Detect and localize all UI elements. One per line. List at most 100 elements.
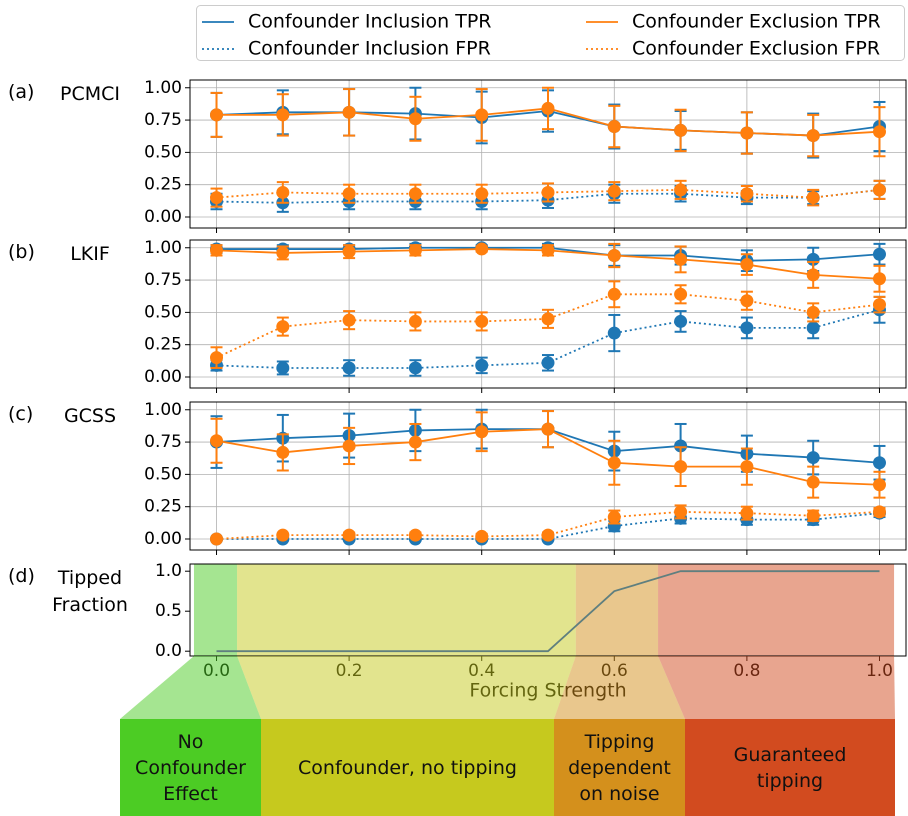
marker	[674, 460, 688, 474]
marker	[740, 506, 754, 520]
marker	[806, 475, 820, 489]
marker	[408, 187, 422, 201]
marker	[210, 434, 224, 448]
marker	[872, 125, 886, 139]
marker	[607, 510, 621, 524]
marker	[674, 287, 688, 301]
marker	[872, 183, 886, 197]
marker	[475, 529, 489, 543]
marker	[806, 509, 820, 523]
marker	[872, 247, 886, 261]
marker	[806, 191, 820, 205]
panel-label: (c)	[8, 403, 34, 425]
marker	[872, 298, 886, 312]
y-tick-label: 1.00	[144, 78, 182, 98]
marker	[408, 314, 422, 328]
marker	[674, 505, 688, 519]
marker	[475, 425, 489, 439]
marker	[607, 456, 621, 470]
marker	[607, 184, 621, 198]
marker	[210, 108, 224, 122]
marker	[872, 478, 886, 492]
marker	[408, 435, 422, 449]
y-tick-label: 0.50	[144, 142, 182, 162]
marker	[408, 243, 422, 257]
shaded-region	[575, 564, 659, 656]
panel-label: (a)	[8, 81, 35, 103]
marker	[872, 272, 886, 286]
marker	[541, 422, 555, 436]
span-connector	[237, 656, 576, 719]
y-tick-label: 1.00	[144, 400, 182, 420]
legend-frame	[196, 5, 905, 61]
marker	[607, 287, 621, 301]
marker	[475, 314, 489, 328]
y-tick-label: 0.25	[144, 335, 182, 355]
y-tick-label: 0.75	[144, 432, 182, 452]
panel-label: (d)	[8, 565, 35, 587]
panel-title: GCSS	[63, 405, 117, 427]
marker	[740, 294, 754, 308]
marker	[674, 183, 688, 197]
y-tick-label: 0.75	[144, 110, 182, 130]
marker	[342, 313, 356, 327]
region-box: Guaranteed tipping	[685, 719, 895, 816]
marker	[276, 108, 290, 122]
marker	[674, 439, 688, 453]
legend-label: Confounder Exclusion FPR	[632, 38, 880, 60]
legend-label: Confounder Inclusion FPR	[248, 38, 491, 60]
marker	[872, 456, 886, 470]
legend-label: Confounder Inclusion TPR	[248, 11, 492, 33]
marker	[607, 120, 621, 134]
marker	[276, 320, 290, 334]
panel-label: (b)	[8, 241, 35, 263]
shaded-region	[237, 564, 576, 656]
marker	[740, 460, 754, 474]
marker	[276, 445, 290, 459]
marker	[408, 528, 422, 542]
marker	[210, 532, 224, 546]
marker	[342, 245, 356, 259]
marker	[342, 187, 356, 201]
y-tick-label: 0.00	[144, 529, 182, 549]
series-line	[216, 570, 880, 653]
marker	[607, 249, 621, 263]
y-tick-label: 1.0	[155, 561, 182, 581]
marker	[342, 361, 356, 375]
marker	[806, 129, 820, 143]
y-tick-label: 0.00	[144, 207, 182, 227]
marker	[806, 321, 820, 335]
marker	[541, 243, 555, 257]
marker	[806, 305, 820, 319]
axes-frame	[189, 79, 907, 229]
y-tick-label: 0.00	[144, 367, 182, 387]
y-tick-label: 0.75	[144, 270, 182, 290]
marker	[740, 258, 754, 272]
region-box: Confounder, no tipping	[261, 719, 554, 816]
marker	[674, 314, 688, 328]
marker	[210, 351, 224, 365]
y-tick-label: 0.50	[144, 302, 182, 322]
marker	[408, 361, 422, 375]
marker	[276, 528, 290, 542]
y-tick-label: 0.25	[144, 175, 182, 195]
marker	[740, 126, 754, 140]
marker	[276, 361, 290, 375]
marker	[674, 123, 688, 137]
y-tick-label: 0.0	[155, 641, 182, 661]
marker	[607, 326, 621, 340]
marker	[872, 505, 886, 519]
marker	[806, 451, 820, 465]
marker	[541, 185, 555, 199]
marker	[541, 356, 555, 370]
y-tick-label: 0.50	[144, 464, 182, 484]
span-connector	[658, 656, 895, 719]
panel-title: PCMCI	[60, 83, 120, 105]
span-connector	[120, 656, 261, 719]
span-connector	[554, 656, 685, 719]
axes-frame	[189, 239, 907, 389]
marker	[342, 105, 356, 119]
axes-frame	[189, 401, 907, 551]
